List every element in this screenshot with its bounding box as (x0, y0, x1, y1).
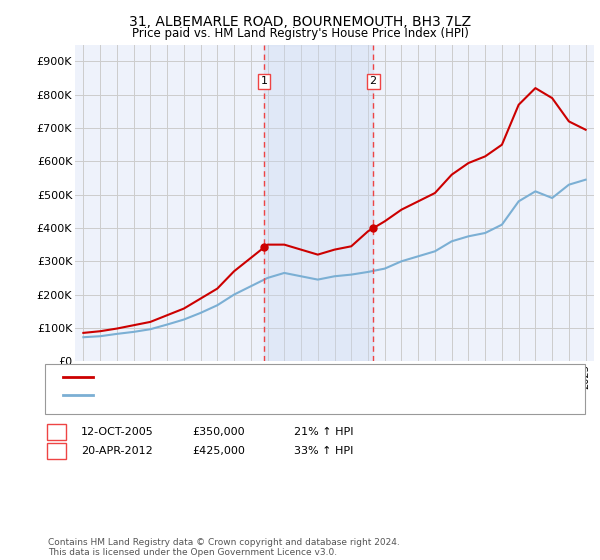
Text: 2: 2 (53, 446, 60, 456)
Text: £350,000: £350,000 (192, 427, 245, 437)
Text: Price paid vs. HM Land Registry's House Price Index (HPI): Price paid vs. HM Land Registry's House … (131, 27, 469, 40)
Text: 20-APR-2012: 20-APR-2012 (81, 446, 153, 456)
Text: 21% ↑ HPI: 21% ↑ HPI (294, 427, 353, 437)
Text: 2: 2 (370, 76, 377, 86)
Text: 1: 1 (260, 76, 268, 86)
Bar (264, 45, 373, 361)
Text: HPI: Average price, detached house, Bournemouth Christchurch and Poole: HPI: Average price, detached house, Bour… (97, 390, 485, 400)
Text: £425,000: £425,000 (192, 446, 245, 456)
Text: 12-OCT-2005: 12-OCT-2005 (81, 427, 154, 437)
Text: 31, ALBEMARLE ROAD, BOURNEMOUTH, BH3 7LZ: 31, ALBEMARLE ROAD, BOURNEMOUTH, BH3 7LZ (129, 15, 471, 29)
Text: Contains HM Land Registry data © Crown copyright and database right 2024.
This d: Contains HM Land Registry data © Crown c… (48, 538, 400, 557)
Text: 1: 1 (53, 427, 60, 437)
Text: 31, ALBEMARLE ROAD, BOURNEMOUTH, BH3 7LZ (detached house): 31, ALBEMARLE ROAD, BOURNEMOUTH, BH3 7LZ… (97, 372, 448, 382)
Text: 33% ↑ HPI: 33% ↑ HPI (294, 446, 353, 456)
